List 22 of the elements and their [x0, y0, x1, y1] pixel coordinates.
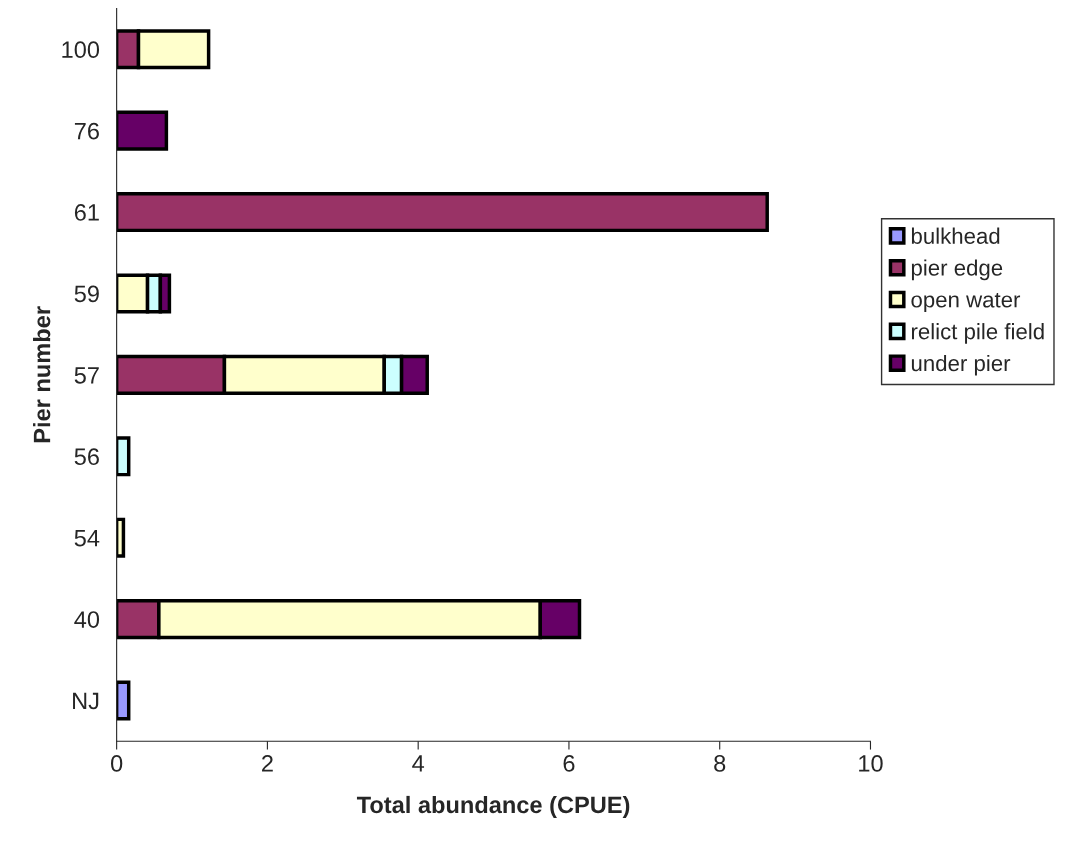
y-tick-label: 59 [74, 285, 99, 303]
y-tick-label: 54 [74, 530, 100, 547]
x-tick-label: 6 [563, 755, 575, 772]
legend-label: pier edge [911, 259, 1003, 281]
y-tick-label: 40 [74, 611, 100, 628]
x-tick-label: 0 [111, 755, 123, 772]
x-tick-label: 8 [714, 755, 726, 772]
y-tick-label: 100 [62, 41, 100, 59]
y-axis-title: Pier number [33, 306, 51, 443]
legend-label: bulkhead [911, 227, 1000, 244]
y-tick-label: 76 [74, 122, 99, 140]
x-tick-label: 2 [262, 755, 273, 772]
y-tick-label: 56 [74, 448, 99, 466]
x-axis-title: Total abundance (CPUE) [356, 795, 630, 818]
x-tick-label: 10 [859, 755, 883, 772]
y-tick-label: 57 [74, 367, 99, 384]
legend-label: open water [911, 292, 1021, 312]
legend-label: relict pile field [911, 323, 1044, 344]
x-tick-label: 4 [412, 755, 425, 772]
y-tick-label: 61 [74, 204, 99, 221]
y-tick-label: NJ [73, 692, 99, 710]
legend-label: under pier [911, 354, 1011, 376]
